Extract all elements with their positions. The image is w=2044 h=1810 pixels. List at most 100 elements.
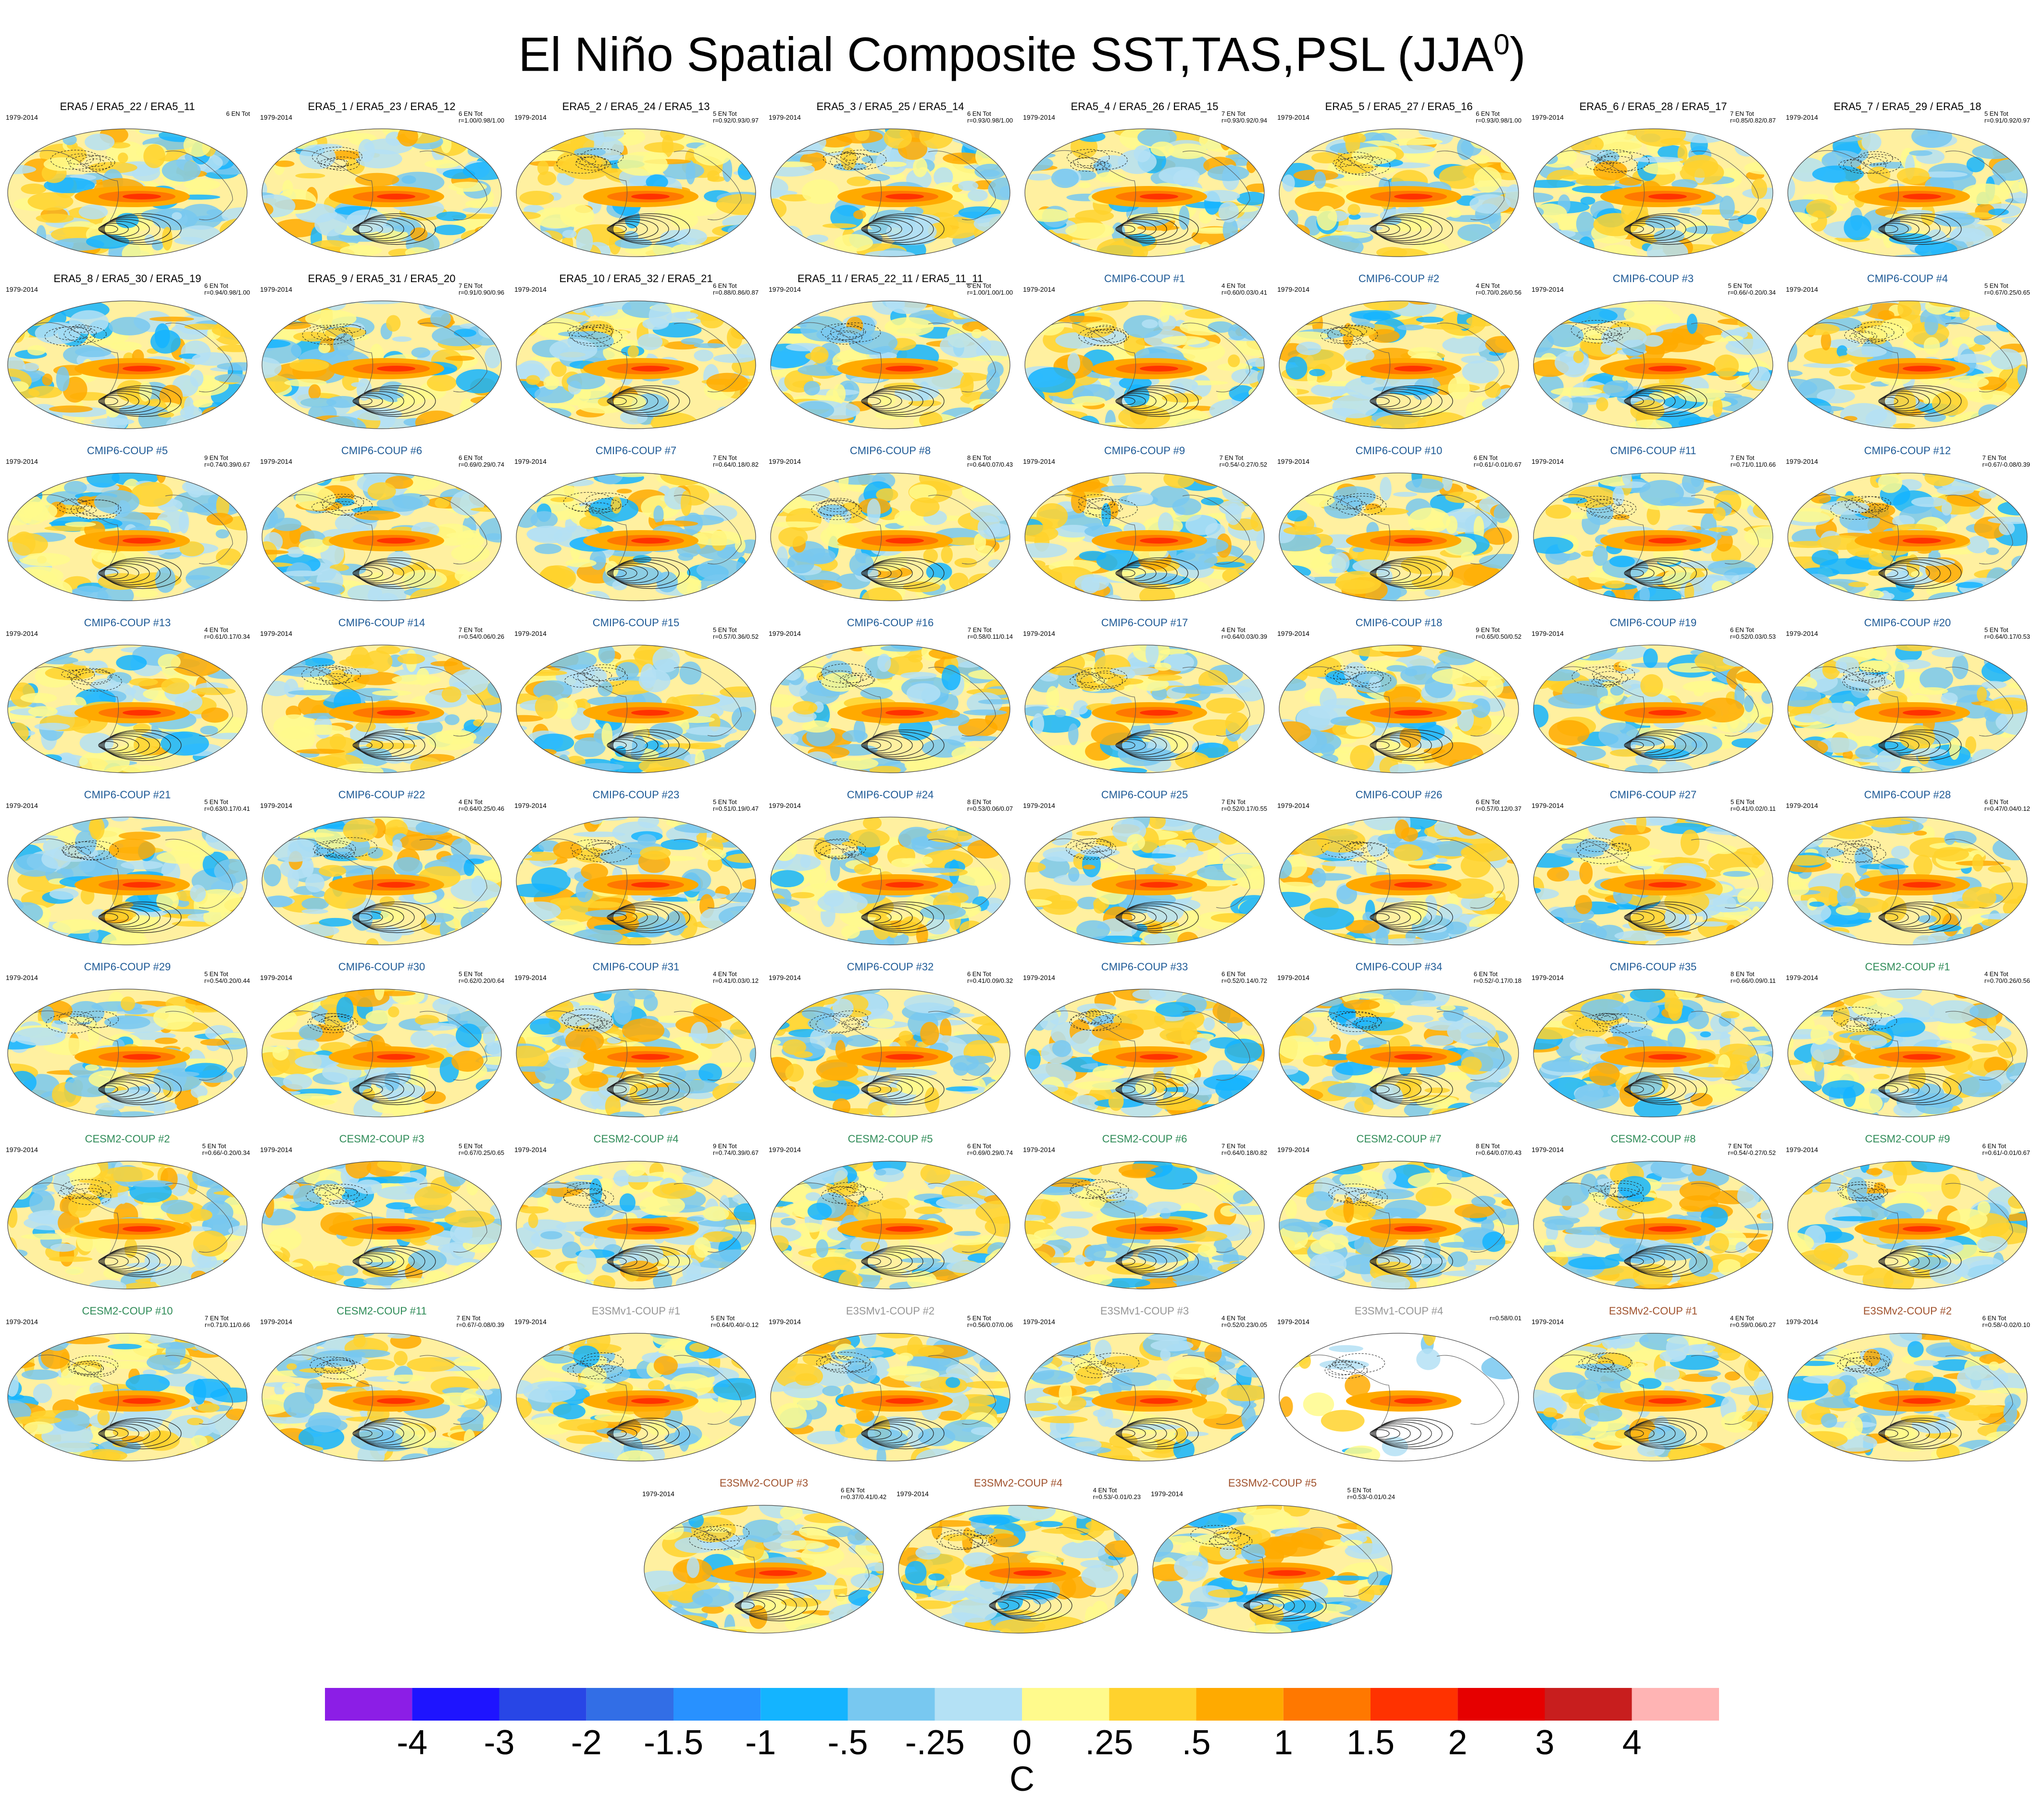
panel-stats: 5 EN Tot r=0.66/-0.20/0.34 bbox=[202, 1143, 250, 1156]
world-map bbox=[1533, 300, 1773, 429]
panel-stats: 6 EN Tot r=0.37/0.41/0.42 bbox=[841, 1487, 886, 1500]
colorbar-tick-label: 0 bbox=[1012, 1723, 1032, 1762]
panel-title: CESM2-COUP #3 bbox=[339, 1133, 424, 1145]
map-panel: CMIP6-COUP #10 1979-2014 6 EN Tot r=0.61/-0… bbox=[1275, 445, 1522, 608]
panel-stats: 5 EN Tot r=0.54/0.20/0.44 bbox=[204, 971, 250, 984]
figure-title-close: ) bbox=[1509, 27, 1526, 82]
panel-event-count: 6 EN Tot bbox=[226, 110, 250, 117]
panel-period: 1979-2014 bbox=[1786, 458, 1818, 465]
panel-title: CMIP6-COUP #29 bbox=[84, 961, 171, 973]
panel-stats: 4 EN Tot r=0.41/0.03/0.12 bbox=[713, 971, 759, 984]
world-map bbox=[1787, 989, 2028, 1117]
world-map bbox=[644, 1505, 884, 1634]
panel-period: 1979-2014 bbox=[769, 458, 801, 465]
panel-correlation: r=0.51/0.19/0.47 bbox=[712, 805, 759, 812]
panel-event-count: 4 EN Tot bbox=[1221, 626, 1246, 633]
panel-event-count: 6 EN Tot bbox=[1982, 1142, 2007, 1150]
panel-correlation: r=0.52/0.14/0.72 bbox=[1221, 977, 1267, 984]
panel-period: 1979-2014 bbox=[1023, 1318, 1055, 1326]
map-panel: CMIP6-COUP #2 1979-2014 4 EN Tot r=0.70/0.2… bbox=[1275, 273, 1522, 436]
panel-title: CESM2-COUP #6 bbox=[1102, 1133, 1187, 1145]
figure-title-superscript: 0 bbox=[1493, 28, 1510, 61]
map-panel: ERA5_4 / ERA5_26 / ERA5_15 1979-2014 7 EN … bbox=[1021, 101, 1268, 264]
panel-period: 1979-2014 bbox=[1786, 1318, 1818, 1326]
panel-stats: 6 EN Tot r=0.69/0.29/0.74 bbox=[459, 455, 504, 468]
map-panel: ERA5_2 / ERA5_24 / ERA5_13 1979-2014 5 EN … bbox=[512, 101, 760, 264]
panel-title: CMIP6-COUP #14 bbox=[338, 617, 425, 629]
colorbar-bin bbox=[1371, 1688, 1458, 1721]
world-map bbox=[1024, 128, 1265, 257]
map-panel: CESM2-COUP #1 1979-2014 4 EN Tot r=0.70/0.2… bbox=[1784, 961, 2031, 1125]
colorbar-tick-label: -1.5 bbox=[643, 1723, 704, 1762]
panel-title: E3SMv2-COUP #1 bbox=[1608, 1305, 1698, 1317]
map-panel: CMIP6-COUP #11 1979-2014 7 EN Tot r=0.71/0.… bbox=[1530, 445, 1777, 608]
panel-stats: 6 EN Tot r=0.88/0.86/0.87 bbox=[713, 283, 759, 296]
panel-correlation: r=0.58/0.01 bbox=[1489, 1314, 1521, 1322]
map-panel: E3SMv2-COUP #1 1979-2014 4 EN Tot r=0.59/0.… bbox=[1530, 1305, 1777, 1469]
world-map bbox=[1279, 989, 1519, 1117]
panel-stats: 6 EN Tot r=0.52/0.03/0.53 bbox=[1730, 627, 1776, 640]
map-panel: ERA5_8 / ERA5_30 / ERA5_19 1979-2014 6 EN … bbox=[4, 273, 251, 436]
panel-title: CESM2-COUP #11 bbox=[337, 1305, 427, 1317]
panel-correlation: r=0.61/-0.01/0.67 bbox=[1982, 1149, 2030, 1156]
figure-title-main: El Niño Spatial Composite SST,TAS,PSL (J… bbox=[518, 27, 1494, 82]
panel-event-count: 6 EN Tot bbox=[1221, 970, 1246, 978]
panel-stats: 7 EN Tot r=0.54/-0.27/0.52 bbox=[1220, 455, 1267, 468]
anomaly-field bbox=[1279, 1161, 1519, 1289]
world-map bbox=[262, 128, 502, 257]
map-panel: CMIP6-COUP #32 1979-2014 6 EN Tot r=0.41/0.… bbox=[767, 961, 1014, 1125]
panel-correlation: r=0.63/0.17/0.41 bbox=[204, 805, 250, 812]
panel-event-count: 4 EN Tot bbox=[204, 626, 228, 633]
panel-stats: 6 EN Tot r=0.93/0.98/1.00 bbox=[1476, 111, 1521, 124]
panel-stats: 8 EN Tot r=0.64/0.07/0.43 bbox=[1476, 1143, 1521, 1156]
panel-period: 1979-2014 bbox=[1277, 974, 1309, 981]
panel-period: 1979-2014 bbox=[1277, 285, 1309, 293]
world-map bbox=[1533, 645, 1773, 773]
world-map bbox=[1533, 128, 1773, 257]
panel-period: 1979-2014 bbox=[1023, 630, 1055, 637]
colorbar-bin bbox=[1458, 1688, 1545, 1721]
panel-period: 1979-2014 bbox=[1532, 285, 1564, 293]
panel-title: CMIP6-COUP #2 bbox=[1358, 273, 1440, 285]
panel-event-count: 6 EN Tot bbox=[967, 970, 991, 978]
panel-stats: 9 EN Tot r=0.74/0.39/0.67 bbox=[204, 455, 250, 468]
panel-title: CMIP6-COUP #31 bbox=[592, 961, 680, 973]
panel-period: 1979-2014 bbox=[6, 1318, 38, 1326]
map-panel: ERA5_9 / ERA5_31 / ERA5_20 1979-2014 7 EN … bbox=[258, 273, 505, 436]
panel-period: 1979-2014 bbox=[769, 974, 801, 981]
anomaly-field bbox=[1279, 473, 1519, 601]
panel-period: 1979-2014 bbox=[1786, 630, 1818, 637]
panel-event-count: 5 EN Tot bbox=[458, 970, 483, 978]
panel-stats: 6 EN Tot r=1.00/1.00/1.00 bbox=[967, 283, 1013, 296]
map-panel: CMIP6-COUP #17 1979-2014 4 EN Tot r=0.64/0.… bbox=[1021, 617, 1268, 781]
world-map bbox=[516, 300, 756, 429]
panel-title: CMIP6-COUP #22 bbox=[338, 789, 425, 801]
panel-stats: 6 EN Tot r=1.00/0.98/1.00 bbox=[459, 111, 504, 124]
map-panel: CMIP6-COUP #6 1979-2014 6 EN Tot r=0.69/0.2… bbox=[258, 445, 505, 608]
panel-title: E3SMv2-COUP #2 bbox=[1863, 1305, 1952, 1317]
map-panel: CMIP6-COUP #3 1979-2014 5 EN Tot r=0.66/-0.… bbox=[1530, 273, 1777, 436]
map-panel: CESM2-COUP #3 1979-2014 5 EN Tot r=0.67/0.2… bbox=[258, 1133, 505, 1297]
panel-correlation: r=0.64/0.03/0.39 bbox=[1221, 633, 1267, 640]
panel-title: CMIP6-COUP #32 bbox=[847, 961, 934, 973]
panel-title: CMIP6-COUP #34 bbox=[1355, 961, 1443, 973]
colorbar-bin bbox=[935, 1688, 1022, 1721]
panel-event-count: 9 EN Tot bbox=[1475, 626, 1500, 633]
panel-period: 1979-2014 bbox=[1023, 458, 1055, 465]
panel-correlation: r=1.00/0.98/1.00 bbox=[458, 117, 504, 124]
panel-stats: 4 EN Tot r=0.52/0.23/0.05 bbox=[1221, 1315, 1267, 1328]
panel-event-count: 6 EN Tot bbox=[840, 1487, 865, 1494]
panel-period: 1979-2014 bbox=[1532, 802, 1564, 809]
figure-title: El Niño Spatial Composite SST,TAS,PSL (J… bbox=[0, 13, 2044, 86]
world-map bbox=[1024, 989, 1265, 1117]
panel-stats: 8 EN Tot r=0.66/0.09/0.11 bbox=[1731, 971, 1776, 984]
panel-stats: 4 EN Tot r=0.64/0.25/0.46 bbox=[459, 799, 504, 812]
world-map bbox=[770, 1333, 1010, 1462]
world-map bbox=[516, 1161, 756, 1289]
panel-correlation: r=0.93/0.98/1.00 bbox=[1475, 117, 1521, 124]
panel-title: CMIP6-COUP #27 bbox=[1609, 789, 1697, 801]
panel-title: ERA5_6 / ERA5_28 / ERA5_17 bbox=[1579, 100, 1727, 112]
panel-period: 1979-2014 bbox=[769, 630, 801, 637]
world-map bbox=[1787, 645, 2028, 773]
map-panel: CMIP6-COUP #35 1979-2014 8 EN Tot r=0.66/0.… bbox=[1530, 961, 1777, 1125]
